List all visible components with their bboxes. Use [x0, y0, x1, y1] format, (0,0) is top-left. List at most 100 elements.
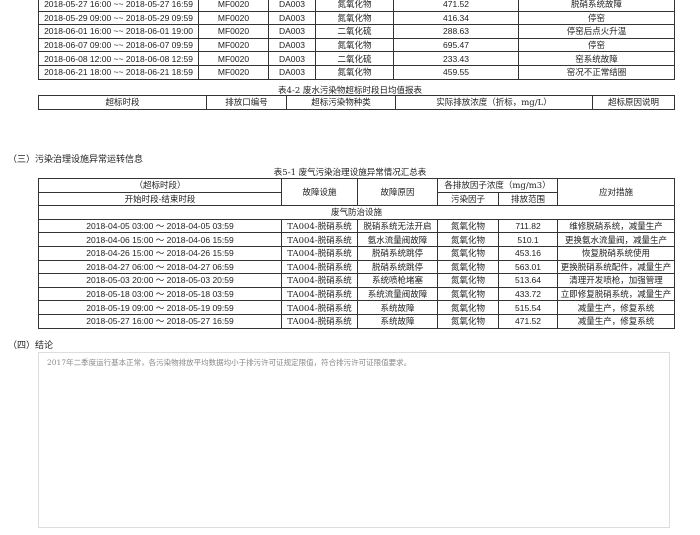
table-cell: TA004-脱硝系统: [281, 218, 358, 234]
table-cell: 氮氧化物: [437, 218, 499, 234]
group-row: 废气防治设施: [38, 205, 675, 220]
table-row: 2018-05-27 16:00 ～ 2018-05-27 16:59 TA004…: [38, 313, 675, 329]
header-cell: 实际排放浓度（折标，mg/L）: [395, 95, 593, 110]
table-5-1-caption: 表5-1 废气污染治理设施异常情况汇总表: [273, 168, 427, 178]
table-cell: 氮氧化物: [315, 0, 394, 12]
table-cell: 510.1: [498, 232, 558, 247]
table-cell: 471.52: [393, 0, 519, 12]
table-cell: 脱硝系统跳停: [357, 259, 438, 275]
header-reason: 故障原因: [357, 177, 438, 207]
table-cell: 清理开发喷枪，加强管理: [557, 273, 675, 288]
table-cell: 氮氧化物: [437, 313, 499, 329]
table-cell: DA003: [268, 24, 316, 39]
table-cell: 停窑后点火升温: [518, 24, 675, 39]
table-cell: 459.55: [393, 64, 519, 80]
table-cell: 二氧化硫: [315, 51, 394, 66]
section-3-heading: （三）污染治理设施异常运转信息: [8, 155, 144, 165]
table-row: 2018-05-03 20:00 ～ 2018-05-03 20:59 TA004…: [38, 273, 675, 288]
header-cell: 超标原因说明: [592, 95, 675, 110]
table-cell: MF0020: [198, 37, 269, 53]
table-cell: 氨水流量阀故障: [357, 232, 438, 247]
table-cell: 氮氧化物: [437, 232, 499, 247]
table-cell: 氮氧化物: [315, 37, 394, 53]
table-cell: 更换脱硝系统配件，减量生产: [557, 259, 675, 275]
table-cell: MF0020: [198, 0, 269, 12]
table-cell: DA003: [268, 37, 316, 53]
header-measure: 应对措施: [557, 177, 675, 207]
table-cell: 433.72: [498, 286, 558, 302]
table-4-2-caption: 表4-2 废水污染物超标时段日均值报表: [278, 86, 422, 96]
table-row: 2018-05-18 03:00 ～ 2018-05-18 03:59 TA004…: [38, 286, 675, 302]
header-cell: 超标时段: [38, 95, 207, 110]
table-cell: 氮氧化物: [315, 10, 394, 26]
table-cell: 减量生产，修复系统: [557, 300, 675, 315]
table-cell: 氮氧化物: [315, 64, 394, 80]
table-cell: DA003: [268, 64, 316, 80]
table-cell: 系统故障: [357, 300, 438, 315]
conclusion-textbox[interactable]: 2017年二季度运行基本正常，各污染物排放平均数据均小于排污许可证规定限值，符合…: [38, 352, 670, 528]
table-cell: TA004-脱硝系统: [281, 232, 358, 247]
table-cell: 2018-06-08 12:00 ~~ 2018-06-08 12:59: [38, 51, 199, 66]
table-row: 2018-04-06 15:00 ～ 2018-04-06 15:59 TA004…: [38, 232, 675, 247]
table-cell: 453.16: [498, 245, 558, 261]
header-startend: 开始时段-结束时段: [38, 191, 282, 207]
table-cell: 416.34: [393, 10, 519, 26]
table-cell: 窑况不正常结圈: [518, 64, 675, 80]
table-cell: 氮氧化物: [437, 300, 499, 315]
table-cell: 2018-06-07 09:00 ~~ 2018-06-07 09:59: [38, 37, 199, 53]
table-cell: 2018-05-19 09:00 ～ 2018-05-19 09:59: [38, 300, 282, 315]
table-cell: 停窑: [518, 10, 675, 26]
table-cell: DA003: [268, 10, 316, 26]
table-cell: 695.47: [393, 37, 519, 53]
table-row: 2018-04-27 06:00 ～ 2018-04-27 06:59 TA004…: [38, 259, 675, 275]
table-cell: 233.43: [393, 51, 519, 66]
table-cell: TA004-脱硝系统: [281, 286, 358, 302]
table-cell: 2018-05-29 09:00 ~~ 2018-05-29 09:59: [38, 10, 199, 26]
table-cell: 恢复脱硝系统使用: [557, 245, 675, 261]
table-5-1: （超标时段） 故障设施 故障原因 各排放因子浓度（mg/m3） 应对措施 开始时…: [38, 177, 675, 329]
table-cell: 系统故障: [357, 313, 438, 329]
table-cell: 停窑: [518, 37, 675, 53]
table-cell: 515.54: [498, 300, 558, 315]
table-cell: 513.64: [498, 273, 558, 288]
table-cell: MF0020: [198, 64, 269, 80]
table-cell: 系统喷枪堵塞: [357, 273, 438, 288]
table-cell: TA004-脱硝系统: [281, 313, 358, 329]
table-cell: 2018-04-26 15:00 ～ 2018-04-26 15:59: [38, 245, 282, 261]
table-cell: 2018-05-27 16:00 ~~ 2018-05-27 16:59: [38, 0, 199, 12]
table-cell: DA003: [268, 51, 316, 66]
table-cell: 系统流量阀故障: [357, 286, 438, 302]
table-4-1: 2018-05-27 16:00 ~~ 2018-05-27 16:59 MF00…: [38, 0, 675, 80]
table-4-2: 超标时段 排放口编号 超标污染物种类 实际排放浓度（折标，mg/L） 超标原因说…: [38, 95, 675, 110]
table-row: 2018-06-08 12:00 ~~ 2018-06-08 12:59 MF00…: [38, 51, 675, 66]
table-cell: 更换氨水流量阀，减量生产: [557, 232, 675, 247]
header-concentration: 各排放因子浓度（mg/m3）: [437, 178, 558, 193]
table-cell: 减量生产，修复系统: [557, 313, 675, 329]
table-cell: 立即修复脱硝系统，减量生产: [557, 286, 675, 302]
table-row: 2018-05-19 09:00 ～ 2018-05-19 09:59 TA004…: [38, 300, 675, 315]
table-cell: 氮氧化物: [437, 286, 499, 302]
table-cell: 氮氧化物: [437, 273, 499, 288]
table-row: 2018-06-21 18:00 ~~ 2018-06-21 18:59 MF00…: [38, 64, 675, 80]
header-cell: 超标污染物种类: [286, 95, 396, 110]
section-4-heading: （四）结论: [8, 341, 54, 351]
table-cell: 脱硝系统无法开启: [357, 218, 438, 234]
table-cell: 维修脱硝系统，减量生产: [557, 218, 675, 234]
table-row: 2018-06-01 16:00 ~~ 2018-06-01 19:00 MF00…: [38, 24, 675, 39]
table-cell: MF0020: [198, 10, 269, 26]
table-cell: 2018-06-01 16:00 ~~ 2018-06-01 19:00: [38, 24, 199, 39]
table-cell: TA004-脱硝系统: [281, 259, 358, 275]
table-cell: 2018-05-27 16:00 ～ 2018-05-27 16:59: [38, 313, 282, 329]
table-cell: 氮氧化物: [437, 245, 499, 261]
table-cell: 2018-04-27 06:00 ～ 2018-04-27 06:59: [38, 259, 282, 275]
table-cell: 288.63: [393, 24, 519, 39]
table-cell: 窑系统故障: [518, 51, 675, 66]
table-header-row: 超标时段 排放口编号 超标污染物种类 实际排放浓度（折标，mg/L） 超标原因说…: [38, 95, 675, 110]
table-cell: 氮氧化物: [437, 259, 499, 275]
table-cell: TA004-脱硝系统: [281, 273, 358, 288]
table-cell: 2018-06-21 18:00 ~~ 2018-06-21 18:59: [38, 64, 199, 80]
header-factor: 污染因子: [437, 191, 499, 207]
table-cell: 脱硝系统跳停: [357, 245, 438, 261]
table-row: 2018-04-26 15:00 ～ 2018-04-26 15:59 TA004…: [38, 245, 675, 261]
table-row: 2018-06-07 09:00 ~~ 2018-06-07 09:59 MF00…: [38, 37, 675, 53]
